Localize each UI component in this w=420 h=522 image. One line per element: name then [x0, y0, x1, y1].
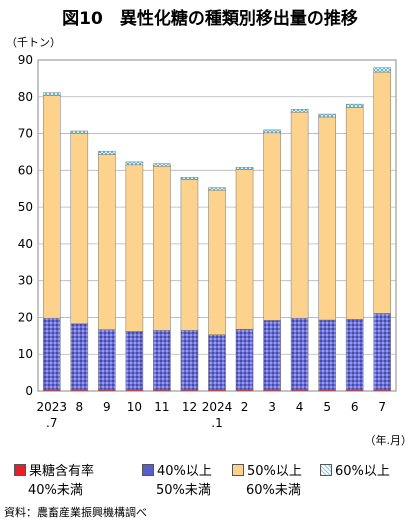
bar-segment [208, 334, 226, 391]
x-tick-label: 12 [182, 400, 197, 414]
bar-segment [318, 113, 336, 118]
bar-segment [180, 179, 199, 331]
bars [42, 67, 392, 392]
x-tick-label: 7 [378, 400, 386, 414]
legend-label-line1: 60%以上 [335, 464, 390, 479]
legend-item-fructose-under-40: 果糖含有率 40%未満 [14, 460, 94, 498]
y-tick-label: 50 [18, 200, 33, 214]
bar-segment [42, 95, 61, 319]
bar-segment [98, 329, 116, 391]
legend-label-line1: 40%以上 [157, 464, 212, 479]
bar-segment [345, 319, 364, 391]
bar-segment [318, 319, 336, 391]
y-tick-label: 60 [18, 163, 33, 177]
y-tick-label: 70 [18, 127, 33, 141]
legend-label-line2: 50%未満 [156, 483, 211, 498]
bar-segment [235, 167, 254, 170]
bar-segment [263, 132, 281, 321]
x-tick-label: 5 [323, 400, 331, 414]
bar-segment [263, 129, 281, 134]
source-note: 資料：農畜産業振興機構調べ [4, 506, 147, 519]
x-tick-label: .7 [46, 416, 57, 430]
bar-segment [70, 130, 89, 134]
legend-swatch [14, 464, 26, 476]
chart-title: 図10 異性化糖の種類別移出量の推移 [62, 9, 358, 29]
legend-item-60-plus: 60%以上 [320, 460, 390, 479]
bar-segment [345, 103, 364, 108]
x-tick-label: 4 [296, 400, 304, 414]
y-tick-label: 10 [18, 347, 33, 361]
bar-segment [153, 166, 171, 331]
bar-segment [235, 328, 254, 391]
bar-segment [373, 71, 392, 314]
legend-label-line2: 60%未満 [246, 483, 301, 498]
axes: 0 10 20 30 40 50 60 70 80 90 2023 .7 8 9 10 11 12 2024 .1 2… [18, 53, 386, 430]
x-tick-label: 3 [268, 400, 276, 414]
bar-segment [42, 92, 61, 96]
x-tick-label: 8 [75, 400, 83, 414]
bar-segment [235, 169, 254, 330]
bar-segment [180, 330, 199, 391]
bar-segment [318, 116, 336, 321]
bar-segment [180, 177, 199, 180]
bar-segment [290, 109, 309, 113]
legend-label-line1: 50%以上 [247, 464, 302, 479]
y-tick-label: 40 [18, 237, 33, 251]
x-tick-label: 2024 [202, 400, 233, 414]
bar-segment [42, 317, 61, 391]
y-tick-label: 0 [25, 384, 33, 398]
bar-segment [98, 154, 116, 330]
legend-label-line2: 40%未満 [28, 483, 83, 498]
y-tick-label: 90 [18, 53, 33, 67]
bar-segment [290, 111, 309, 319]
bar-segment [290, 317, 309, 391]
bar-segment [373, 67, 392, 73]
bar-segment [70, 323, 89, 391]
legend-swatch [232, 464, 244, 476]
bar-segment [208, 187, 226, 191]
bar-segment [263, 320, 281, 391]
legend-swatch [320, 464, 332, 476]
bar-segment [125, 331, 144, 391]
legend-item-40-50: 40%以上 50%未満 [142, 460, 212, 498]
x-tick-label: 10 [127, 400, 142, 414]
x-tick-label: 11 [154, 400, 169, 414]
x-axis-unit-label: （年.月） [364, 434, 413, 447]
bar-segment [153, 163, 171, 167]
bar-segment [208, 189, 226, 335]
x-tick-label: 2 [241, 400, 249, 414]
y-tick-label: 20 [18, 310, 33, 324]
legend-item-50-60: 50%以上 60%未満 [232, 460, 302, 498]
bar-segment [373, 313, 392, 391]
x-tick-label: 6 [351, 400, 359, 414]
y-axis-unit-label: （千トン） [6, 36, 61, 49]
bar-segment [98, 150, 116, 155]
x-tick-label: 9 [103, 400, 111, 414]
bar-segment [70, 133, 89, 324]
x-tick-label: .1 [211, 416, 222, 430]
stacked-bar-chart: 0 10 20 30 40 50 60 70 80 90 2023 .7 8 9 10 11 12 2024 .1 2… [18, 53, 397, 430]
y-tick-label: 80 [18, 90, 33, 104]
legend-label-line1: 果糖含有率 [29, 464, 95, 479]
bar-segment [125, 161, 144, 166]
y-tick-label: 30 [18, 274, 33, 288]
x-tick-label: 2023 [36, 400, 67, 414]
bar-segment [125, 164, 144, 332]
legend-swatch [142, 464, 154, 476]
bar-segment [345, 107, 364, 320]
bar-segment [153, 330, 171, 391]
